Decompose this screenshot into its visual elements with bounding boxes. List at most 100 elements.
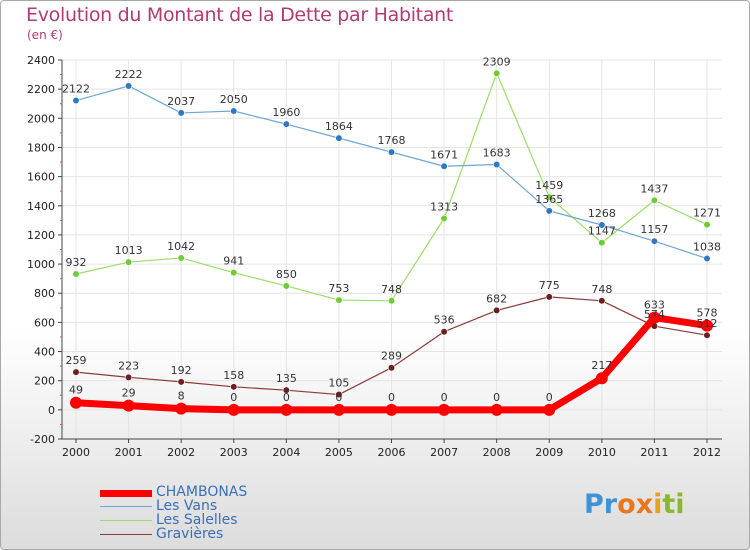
series-point-0 <box>227 403 240 416</box>
data-label: 512 <box>697 317 718 330</box>
data-label: 1459 <box>535 179 563 192</box>
data-label: 0 <box>546 391 553 404</box>
series-point-0 <box>595 372 608 385</box>
data-label: 259 <box>66 354 87 367</box>
series-point-1 <box>598 221 606 229</box>
data-label: 775 <box>539 279 560 292</box>
data-label: 217 <box>591 359 612 372</box>
data-label: 289 <box>381 350 402 363</box>
data-label: 682 <box>486 292 507 305</box>
data-label: 135 <box>276 372 297 385</box>
x-tick-label: 2010 <box>588 446 616 459</box>
data-label: 850 <box>276 268 297 281</box>
x-tick-label: 2006 <box>378 446 406 459</box>
data-label: 536 <box>434 314 455 327</box>
series-point-2 <box>598 239 606 247</box>
x-tick-label: 2001 <box>115 446 143 459</box>
series-point-3 <box>72 368 80 376</box>
data-label: 1671 <box>430 148 458 161</box>
series-point-1 <box>387 148 396 156</box>
y-tick-label: 1400 <box>27 200 55 213</box>
legend-label-gravieres: Gravières <box>156 526 224 542</box>
series-point-0 <box>701 319 713 332</box>
logo-letter: x <box>635 489 654 520</box>
data-label: 1960 <box>272 106 300 119</box>
y-tick-label: 600 <box>34 316 55 329</box>
data-label: 1768 <box>378 134 406 147</box>
series-point-3 <box>598 297 606 305</box>
series-point-2 <box>72 270 80 278</box>
series-point-3 <box>335 390 343 399</box>
data-label: 2122 <box>62 83 90 96</box>
series-point-3 <box>387 364 396 372</box>
y-tick-label: 2200 <box>27 83 55 96</box>
data-label: 0 <box>283 391 290 404</box>
data-label: 1313 <box>430 200 458 213</box>
data-label: 0 <box>388 391 395 404</box>
x-tick-label: 2000 <box>62 446 90 459</box>
series-point-1 <box>124 82 133 90</box>
legend-label-les-salelles: Les Salelles <box>156 512 238 528</box>
series-point-3 <box>282 386 290 394</box>
legend-label-les-vans: Les Vans <box>156 498 218 514</box>
series-point-0 <box>122 399 135 412</box>
legend: CHAMBONAS Les Vans Les Salelles Gravière… <box>100 484 400 542</box>
legend-swatch-les-vans <box>100 506 152 507</box>
series-point-2 <box>335 296 343 304</box>
x-tick-label: 2003 <box>220 446 248 459</box>
data-label: 1683 <box>483 147 511 160</box>
data-label: 932 <box>66 256 87 269</box>
data-label: 1157 <box>640 223 668 236</box>
logo-letter: i <box>653 489 663 520</box>
logo-letter: o <box>617 489 636 520</box>
chart-unit: (en €) <box>27 28 63 42</box>
y-tick-label: 2000 <box>27 112 55 125</box>
series-point-2 <box>230 269 238 277</box>
data-label: 748 <box>381 283 402 296</box>
series-point-2 <box>282 282 290 290</box>
y-tick-label: 200 <box>34 375 55 388</box>
series-point-1 <box>493 160 501 169</box>
series-point-0 <box>648 311 661 324</box>
series-point-2 <box>124 258 133 266</box>
legend-item-gravieres: Gravières <box>100 526 400 542</box>
data-label: 578 <box>697 307 718 320</box>
series-point-3 <box>124 373 133 381</box>
series-point-0 <box>543 403 556 416</box>
legend-swatch-les-salelles <box>100 520 152 521</box>
series-point-3 <box>545 293 553 301</box>
series-point-3 <box>703 331 711 339</box>
data-label: 1864 <box>325 120 353 133</box>
series-point-2 <box>650 196 659 204</box>
series-point-2 <box>177 254 185 262</box>
data-label: 574 <box>644 308 665 321</box>
logo-letter: t <box>662 489 676 520</box>
series-point-2 <box>493 69 501 77</box>
data-label: 8 <box>178 390 185 403</box>
data-label: 0 <box>493 391 500 404</box>
series-point-0 <box>70 396 82 409</box>
series-point-0 <box>280 403 293 416</box>
legend-item-les-vans: Les Vans <box>100 498 400 514</box>
data-label: 192 <box>171 364 192 377</box>
data-label: 941 <box>223 255 244 268</box>
x-tick-label: 2008 <box>483 446 511 459</box>
series-point-0 <box>438 403 451 416</box>
legend-swatch-chambonas <box>100 490 152 497</box>
series-point-0 <box>385 403 398 416</box>
series-point-1 <box>177 109 185 117</box>
data-label: 633 <box>644 299 665 312</box>
data-label: 753 <box>328 282 349 295</box>
data-label: 2222 <box>115 68 143 81</box>
data-label: 1365 <box>535 193 563 206</box>
legend-item-les-salelles: Les Salelles <box>100 512 400 528</box>
data-label: 105 <box>328 377 349 390</box>
proxiti-logo: Proxiti <box>584 489 685 520</box>
series-point-1 <box>282 120 290 128</box>
series-point-1 <box>545 207 553 215</box>
series-point-2 <box>703 220 711 229</box>
data-label: 1013 <box>115 244 143 257</box>
data-label: 1042 <box>167 240 195 253</box>
